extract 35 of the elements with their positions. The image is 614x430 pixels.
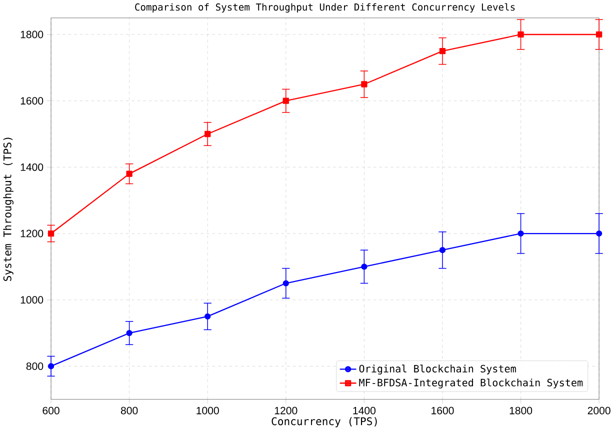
y-tick-label: 1800 <box>20 30 44 38</box>
point <box>48 362 54 370</box>
point <box>126 170 132 177</box>
point <box>204 130 211 137</box>
point <box>518 230 524 236</box>
x-tick-label: 2000 <box>588 406 610 414</box>
x-tick-label: 1400 <box>353 406 376 414</box>
point <box>361 80 368 88</box>
point <box>361 263 368 270</box>
y-tick-label: 1400 <box>20 163 44 171</box>
point <box>439 246 446 253</box>
legend-label: MF-BFDSA-Integrated Blockchain System <box>359 378 583 388</box>
x-tick-label: 1800 <box>510 406 532 414</box>
x-tick-label: 1600 <box>432 406 454 414</box>
y-tick-label: 1200 <box>20 230 44 238</box>
point <box>204 313 211 320</box>
point <box>126 330 132 336</box>
legend-label: Original Blockchain System <box>359 364 516 374</box>
x-tick-label: 600 <box>42 406 60 414</box>
point <box>48 230 54 236</box>
point <box>518 31 524 38</box>
y-tick-label: 800 <box>26 362 44 370</box>
y-axis-title: System Throughput (TPS) <box>3 138 14 281</box>
chart-title: Comparison of System Throughput Under Different Concurrency Levels <box>135 2 515 12</box>
x-tick-label: 1000 <box>196 406 219 414</box>
x-axis-title: Concurrency (TPS) <box>272 416 377 428</box>
point <box>596 31 602 38</box>
y-tick-label: 1600 <box>20 96 44 104</box>
point <box>282 280 289 286</box>
y-tick-label: 1000 <box>20 296 44 304</box>
x-tick-label: 800 <box>120 406 138 414</box>
point <box>439 48 446 54</box>
x-tick-label: 1200 <box>274 406 298 414</box>
point <box>282 98 289 104</box>
point <box>596 230 602 236</box>
